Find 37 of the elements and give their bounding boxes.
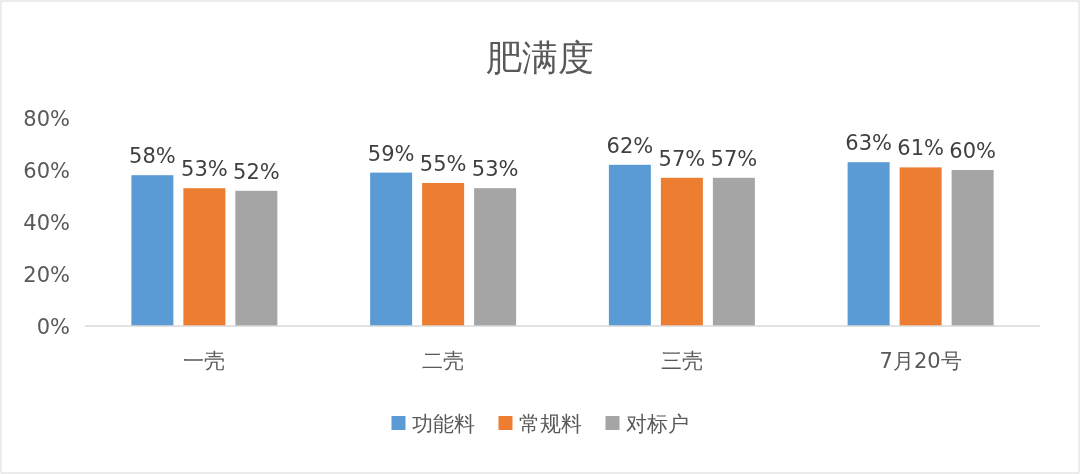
data-label: 62% [606, 133, 654, 158]
y-tick-label: 20% [23, 263, 70, 287]
bar [847, 162, 890, 326]
bar [712, 177, 755, 326]
legend-label: 对标户 [625, 412, 689, 436]
data-label: 52% [233, 159, 280, 184]
bar [235, 190, 278, 326]
bar [951, 170, 994, 326]
data-label: 57% [710, 146, 758, 171]
x-tick-label: 7月20号 [879, 349, 962, 373]
data-label: 63% [845, 131, 892, 156]
x-tick-label: 一壳 [183, 349, 226, 373]
legend-label: 功能料 [411, 412, 475, 436]
legend-label: 常规料 [518, 412, 582, 436]
bar [899, 167, 942, 326]
data-label: 59% [367, 141, 415, 166]
bar [183, 188, 226, 326]
bar [608, 164, 651, 326]
y-tick-label: 0% [36, 315, 70, 339]
y-tick-label: 60% [23, 159, 70, 183]
x-tick-label: 二壳 [422, 349, 465, 373]
data-label: 55% [419, 152, 467, 176]
bar [370, 172, 413, 326]
y-tick-label: 40% [23, 211, 70, 235]
data-label: 58% [129, 144, 176, 169]
bar [660, 177, 703, 326]
bar [474, 188, 517, 326]
data-label: 61% [897, 136, 944, 161]
data-label: 53% [181, 157, 228, 182]
bar [422, 183, 465, 326]
y-tick-label: 80% [23, 107, 70, 131]
x-tick-label: 三壳 [660, 349, 703, 373]
chart-title: 肥满度 [486, 37, 594, 78]
data-label: 60% [949, 139, 996, 163]
bar [131, 175, 174, 326]
data-label: 53% [471, 157, 519, 182]
data-label: 57% [658, 146, 706, 171]
